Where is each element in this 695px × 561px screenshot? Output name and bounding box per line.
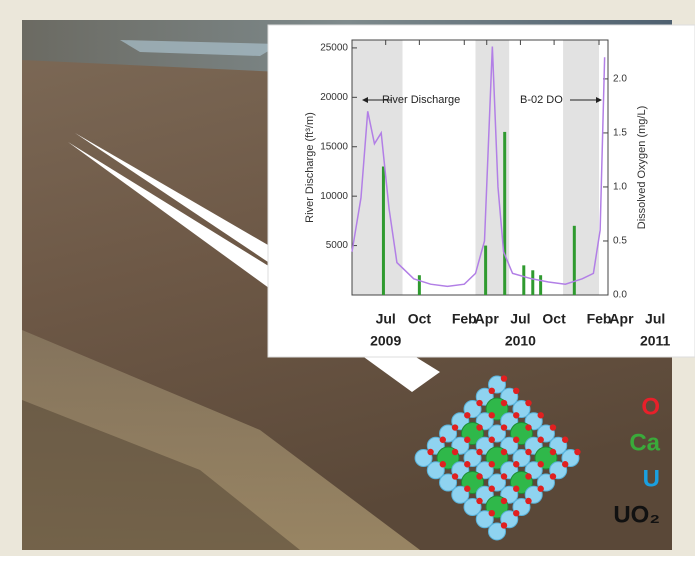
annotation: B-02 DO bbox=[520, 94, 563, 106]
y-axis-label: River Discharge (ft³/m) bbox=[304, 112, 316, 223]
atom bbox=[513, 510, 519, 516]
year-label: 2011 bbox=[640, 333, 671, 349]
bar bbox=[503, 132, 506, 295]
bar bbox=[484, 246, 487, 295]
atom bbox=[501, 522, 507, 528]
atom bbox=[464, 437, 470, 443]
atom bbox=[501, 424, 507, 430]
shaded-range bbox=[352, 40, 403, 295]
legend-label: Ca bbox=[629, 429, 660, 456]
atom bbox=[513, 486, 519, 492]
legend-label: O bbox=[641, 393, 660, 420]
annotation: River Discharge bbox=[382, 94, 460, 106]
bar bbox=[522, 265, 525, 295]
y2-tick-label: 2.0 bbox=[613, 74, 627, 85]
y2-tick-label: 0.5 bbox=[613, 236, 627, 247]
atom bbox=[562, 461, 568, 467]
x-tick-label: Oct bbox=[408, 311, 432, 327]
x-tick-label: Jul bbox=[510, 311, 530, 327]
atom bbox=[476, 498, 482, 504]
atom bbox=[550, 449, 556, 455]
atom bbox=[501, 498, 507, 504]
atom bbox=[489, 437, 495, 443]
atom bbox=[538, 437, 544, 443]
atom bbox=[489, 412, 495, 418]
y-tick-label: 5000 bbox=[326, 240, 349, 251]
atom bbox=[501, 473, 507, 479]
atom bbox=[501, 375, 507, 381]
year-label: 2009 bbox=[370, 333, 401, 349]
atom bbox=[452, 449, 458, 455]
atom bbox=[476, 400, 482, 406]
atom bbox=[452, 424, 458, 430]
page: 5000 10000 15000 20000 25000 0.0 0.5 1.0 1.5 2.0 J… bbox=[0, 0, 695, 561]
atom bbox=[513, 412, 519, 418]
atom bbox=[476, 424, 482, 430]
atom bbox=[538, 412, 544, 418]
atom bbox=[489, 486, 495, 492]
y-tick-label: 15000 bbox=[320, 141, 348, 152]
bar bbox=[418, 275, 421, 295]
atom bbox=[476, 473, 482, 479]
atom bbox=[427, 449, 433, 455]
atom bbox=[440, 437, 446, 443]
atom bbox=[574, 449, 580, 455]
atom bbox=[464, 412, 470, 418]
atom bbox=[476, 449, 482, 455]
atom bbox=[501, 400, 507, 406]
y-tick-label: 10000 bbox=[320, 191, 348, 202]
figure: 5000 10000 15000 20000 25000 0.0 0.5 1.0 1.5 2.0 J… bbox=[0, 0, 695, 556]
legend-label: UO₂ bbox=[613, 501, 660, 528]
atom bbox=[452, 473, 458, 479]
y2-tick-label: 1.0 bbox=[613, 182, 627, 193]
y2-tick-label: 0.0 bbox=[613, 290, 627, 301]
atom bbox=[525, 449, 531, 455]
atom bbox=[513, 388, 519, 394]
shaded-range bbox=[563, 40, 599, 295]
atom bbox=[513, 437, 519, 443]
atom bbox=[525, 473, 531, 479]
atom bbox=[489, 461, 495, 467]
atom bbox=[550, 424, 556, 430]
atom bbox=[464, 461, 470, 467]
bar bbox=[573, 226, 576, 295]
x-tick-label: Feb bbox=[452, 311, 477, 327]
y-tick-label: 25000 bbox=[320, 43, 348, 54]
atom bbox=[489, 510, 495, 516]
x-tick-label: Feb bbox=[587, 311, 612, 327]
x-tick-label: Apr bbox=[609, 311, 634, 327]
x-tick-label: Jul bbox=[376, 311, 396, 327]
atom bbox=[538, 461, 544, 467]
atom bbox=[550, 473, 556, 479]
bar bbox=[539, 275, 542, 295]
atom bbox=[538, 486, 544, 492]
x-tick-label: Apr bbox=[475, 311, 500, 327]
x-tick-label: Oct bbox=[542, 311, 566, 327]
atom bbox=[513, 461, 519, 467]
y2-tick-label: 1.5 bbox=[613, 128, 627, 139]
atom bbox=[525, 424, 531, 430]
year-label: 2010 bbox=[505, 333, 536, 349]
atom bbox=[440, 461, 446, 467]
atom bbox=[464, 486, 470, 492]
atom bbox=[501, 449, 507, 455]
atom bbox=[489, 388, 495, 394]
atom bbox=[525, 498, 531, 504]
legend-label: U bbox=[643, 465, 660, 492]
y-tick-label: 20000 bbox=[320, 92, 348, 103]
y2-axis-label: Dissolved Oxygen (mg/L) bbox=[636, 106, 648, 230]
atom bbox=[562, 437, 568, 443]
atom bbox=[525, 400, 531, 406]
bar bbox=[531, 270, 534, 295]
bar bbox=[382, 167, 385, 295]
x-tick-label: Jul bbox=[645, 311, 665, 327]
